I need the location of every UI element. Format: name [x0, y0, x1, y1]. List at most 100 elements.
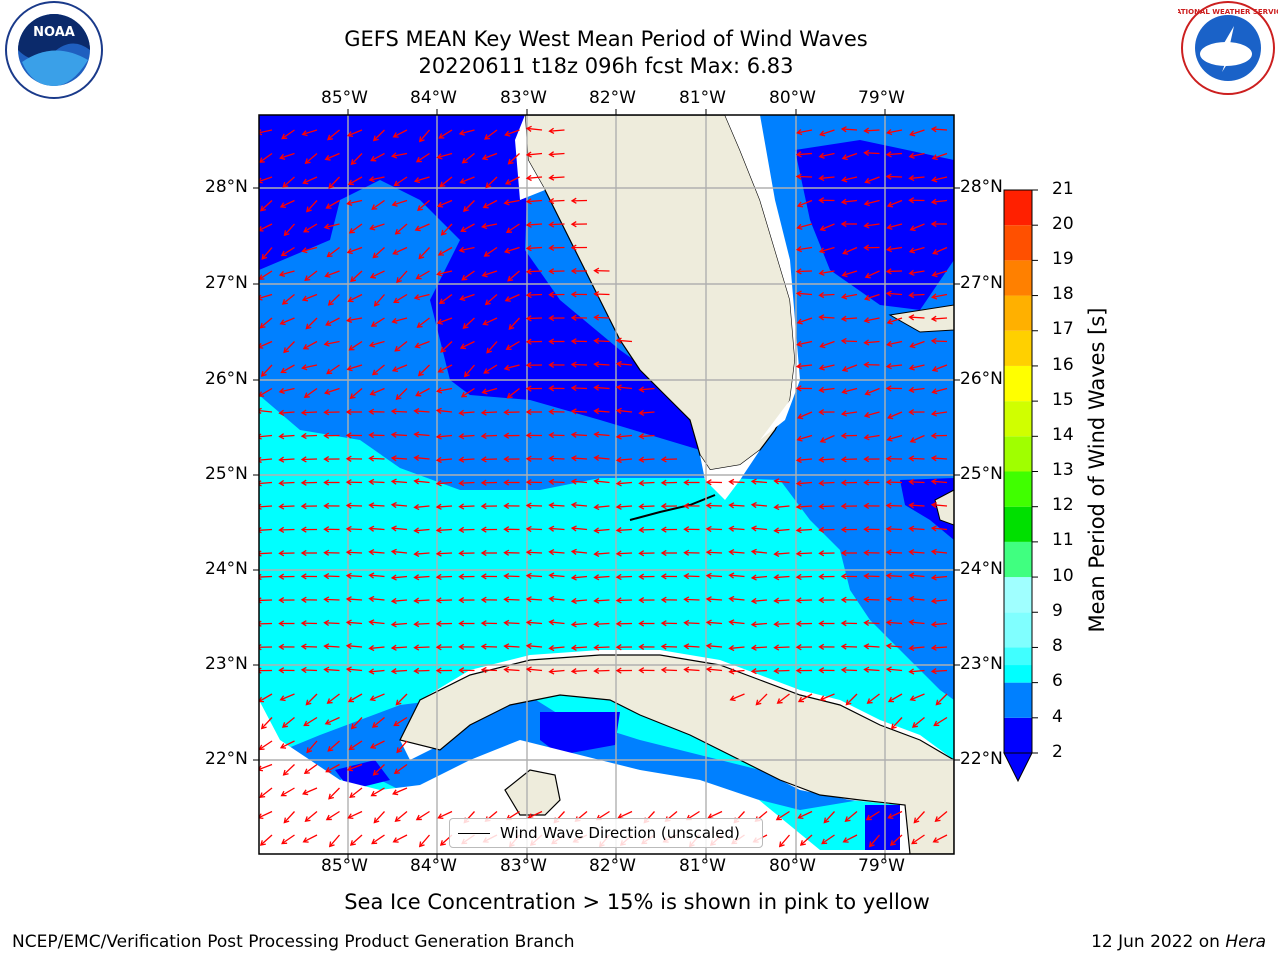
wind-arrow-shaft [932, 599, 948, 602]
wind-arrow-shaft [282, 716, 295, 728]
wind-arrow-head [259, 667, 262, 674]
wind-arrow-head [795, 597, 802, 604]
wind-arrow-shaft [594, 363, 610, 366]
wind-arrow-head [705, 596, 712, 603]
wind-arrow-head [259, 840, 266, 846]
wind-arrow-head [306, 206, 312, 213]
wind-arrow-head [885, 502, 892, 509]
wind-arrow-shaft [887, 223, 903, 229]
wind-arrow-shaft [485, 294, 498, 305]
wind-arrow-head [300, 432, 307, 440]
wind-arrow-shaft [347, 645, 363, 648]
wind-arrow-shaft [282, 176, 295, 188]
wind-arrow-shaft [797, 223, 813, 229]
wind-arrow-head [503, 432, 510, 439]
wind-arrow-head [548, 244, 555, 252]
wind-arrow-shaft [260, 834, 273, 846]
wind-arrow-head [773, 550, 780, 557]
wind-arrow-shaft [436, 528, 453, 532]
wind-arrow-shaft [684, 575, 700, 578]
wind-arrow-head [548, 644, 555, 652]
wind-arrow-head [593, 478, 600, 485]
wind-arrow-shaft [729, 597, 745, 601]
wind-arrow-shaft [819, 176, 835, 180]
wind-arrow-head [393, 297, 400, 303]
wind-arrow-head [347, 813, 354, 820]
wind-arrow-shaft [774, 622, 790, 625]
wind-arrow-shaft [931, 669, 948, 673]
wind-arrow-head [458, 129, 465, 136]
wind-arrow-shaft [369, 504, 385, 507]
wind-arrow-shaft [865, 176, 880, 183]
wind-arrow-head [548, 221, 555, 228]
colorbar-segment [1004, 330, 1032, 366]
wind-arrow-head [390, 478, 397, 485]
wind-arrow-head [844, 816, 851, 822]
wind-arrow-shaft [414, 552, 430, 555]
wind-arrow-head [371, 204, 378, 210]
wind-arrow-head [593, 574, 600, 581]
wind-arrow-head [932, 249, 939, 255]
wind-arrow-head [548, 455, 555, 462]
wind-arrow-head [930, 220, 937, 228]
wind-arrow-shaft [797, 129, 813, 134]
wind-arrow-head [350, 159, 357, 166]
wind-arrow-head [347, 179, 354, 186]
wind-arrow-head [436, 318, 443, 325]
wind-arrow-shaft [819, 505, 835, 508]
wind-arrow-head [548, 361, 555, 369]
wind-arrow-shaft [617, 434, 633, 438]
wind-arrow-head [863, 479, 870, 486]
wind-arrow-head [393, 720, 400, 727]
wind-arrow-shaft [504, 575, 520, 578]
wind-arrow-head [390, 501, 397, 509]
wind-arrow-shaft [933, 834, 948, 843]
wind-arrow-head [750, 501, 757, 509]
wind-arrow-head [458, 620, 465, 627]
wind-arrow-shaft [391, 433, 408, 437]
wind-arrow-shaft [887, 645, 903, 648]
wind-arrow-head [392, 789, 399, 796]
wind-arrow-head [818, 364, 825, 371]
wind-arrow-head [300, 643, 307, 650]
wind-arrow-head [570, 221, 577, 228]
wind-arrow-shaft [347, 317, 363, 322]
wind-arrow-shaft [371, 787, 385, 797]
wind-arrow-shaft [913, 811, 925, 823]
wind-arrow-shaft [261, 247, 273, 260]
wind-arrow-head [840, 666, 847, 674]
wind-arrow-head [327, 745, 334, 752]
wind-arrow-shaft [527, 645, 543, 648]
wind-arrow-shaft [327, 246, 340, 258]
wind-arrow-shaft [572, 599, 588, 602]
wind-arrow-head [840, 456, 847, 463]
wind-arrow-shaft [302, 293, 318, 301]
land-bahamas [934, 489, 954, 526]
colorbar-tick: 14 [1052, 425, 1074, 445]
wind-arrow-shaft [259, 810, 273, 819]
wind-arrow-head [413, 550, 420, 557]
wind-arrow-shaft [396, 388, 408, 400]
wind-arrow-shaft [324, 575, 340, 578]
wind-arrow-shaft [932, 364, 948, 371]
wind-arrow-shaft [508, 317, 520, 330]
wind-arrow-head [750, 525, 757, 532]
wind-arrow-head [503, 455, 510, 463]
wind-arrow-head [795, 456, 802, 464]
wind-arrow-shaft [819, 458, 835, 461]
wind-arrow-head [773, 597, 780, 604]
wind-arrow-head [795, 667, 802, 674]
wind-arrow-head [259, 343, 264, 349]
wind-arrow-shaft [866, 810, 880, 821]
wind-arrow-shaft [526, 317, 543, 320]
wind-arrow-head [840, 315, 847, 322]
wind-arrow-shaft [931, 340, 948, 343]
wind-arrow-head [842, 837, 849, 843]
wind-arrow-head [480, 479, 487, 486]
wind-arrow-shaft [324, 598, 340, 601]
wind-arrow-shaft [572, 550, 588, 554]
wind-arrow-shaft [326, 810, 340, 821]
wind-arrow-head [866, 698, 873, 704]
wind-arrow-head [818, 573, 825, 580]
wind-arrow-head [323, 549, 330, 556]
